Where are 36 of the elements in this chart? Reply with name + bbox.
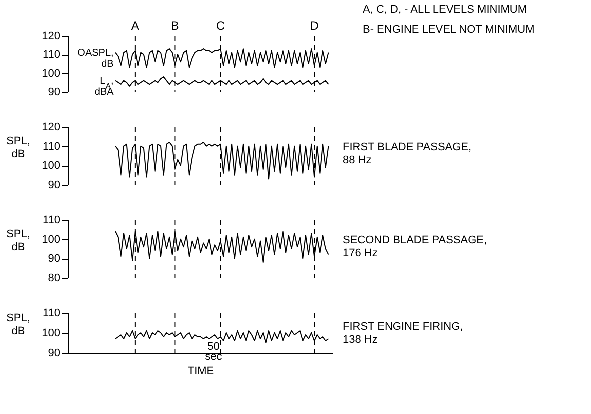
text: A, C, D, - ALL LEVELS MINIMUM	[363, 4, 528, 16]
line-series	[115, 142, 330, 180]
line-series	[115, 231, 330, 264]
annotation: 50 sec	[205, 341, 223, 363]
series-label: FIRST ENGINE FIRING, 138 Hz	[343, 321, 464, 346]
y-axis-title: SPL, dB	[6, 136, 30, 160]
text: A	[131, 19, 140, 33]
y-tick-label: 110	[42, 214, 60, 226]
y-tick-label: 100	[42, 234, 60, 246]
line-series	[115, 330, 330, 344]
y-tick-label: 90	[48, 180, 60, 192]
y-tick-label: 110	[42, 49, 60, 62]
y-tick-label: 120	[42, 122, 60, 134]
y-axis-title: SPL, dB	[6, 312, 30, 338]
text: B- ENGINE LEVEL NOT MINIMUM	[363, 24, 535, 36]
y-tick-label: 90	[48, 348, 60, 360]
series-label: OASPL, dB	[78, 48, 114, 70]
line-series	[115, 76, 330, 87]
x-axis-title: TIME	[188, 366, 214, 378]
series-label: SECOND BLADE PASSAGE, 176 Hz	[343, 234, 488, 260]
y-tick-label: 80	[48, 272, 60, 284]
series-label: FIRST BLADE PASSAGE, 88 Hz	[343, 141, 472, 166]
y-tick-label: 120	[42, 30, 60, 42]
y-tick-label: 110	[42, 140, 60, 153]
y-tick-label: 100	[42, 68, 60, 80]
line-series	[115, 48, 330, 68]
series-label: L$_{A}$, dBA	[94, 76, 114, 98]
text: D	[310, 19, 320, 33]
y-tick-label: 100	[42, 328, 60, 340]
text: C	[216, 19, 226, 33]
y-axis-title: SPL, dB	[6, 228, 30, 254]
y-tick-label: 90	[48, 253, 60, 266]
text: B	[171, 19, 180, 33]
y-tick-label: 100	[42, 160, 60, 172]
y-tick-label: 90	[48, 86, 60, 98]
y-tick-label: 110	[42, 308, 60, 320]
